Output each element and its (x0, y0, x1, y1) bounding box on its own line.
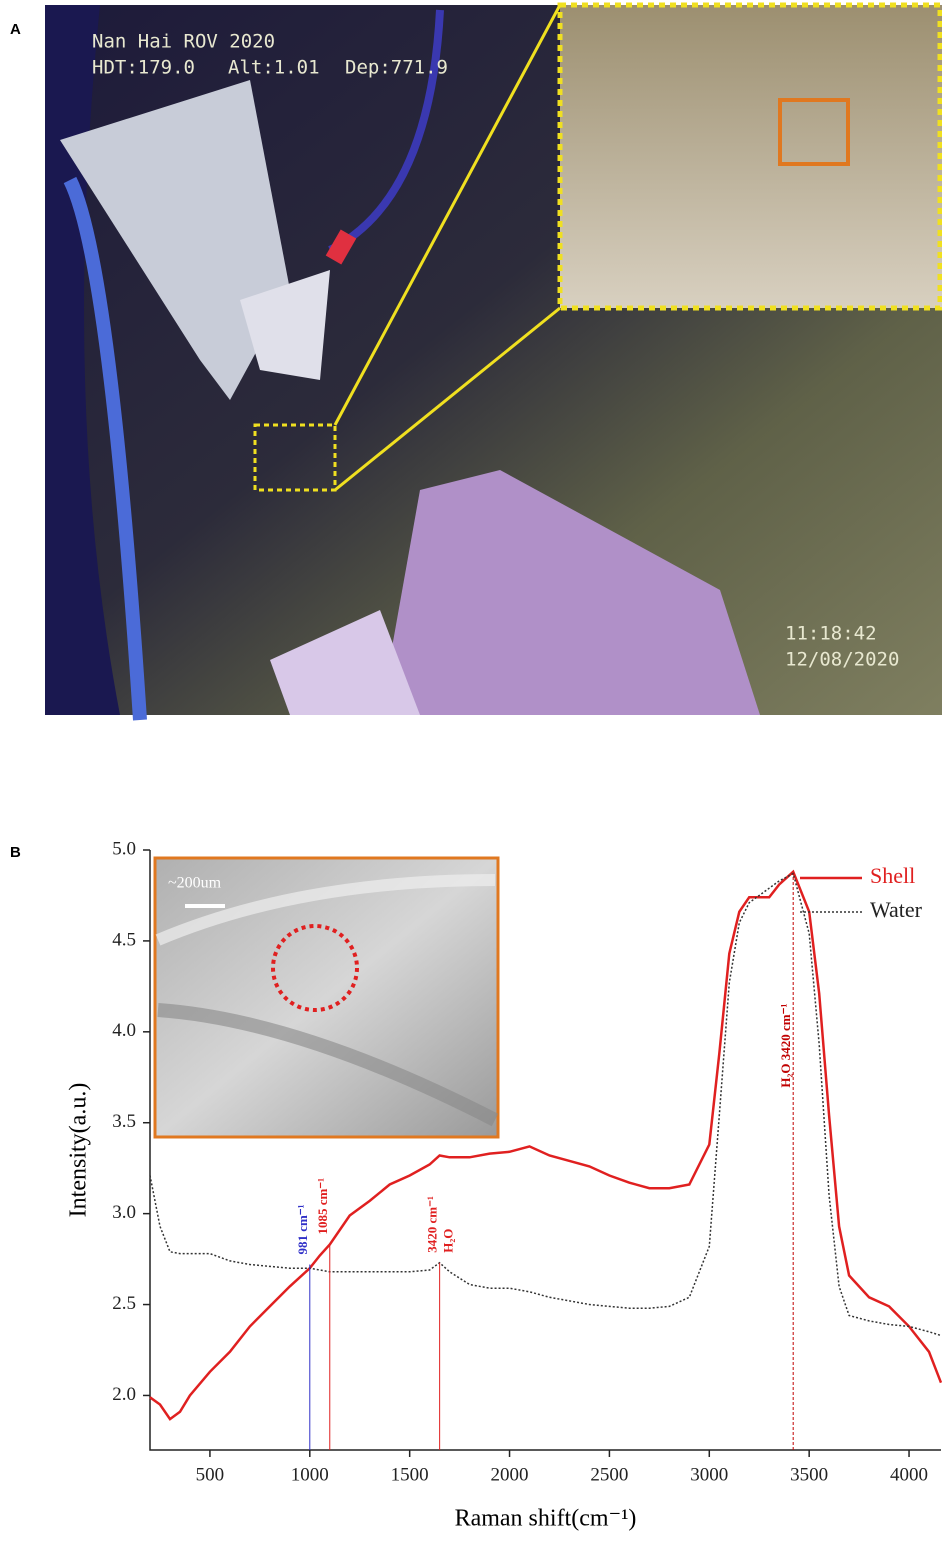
x-tick-label: 1000 (291, 1464, 329, 1485)
overlay-text: HDT:179.0 (92, 57, 195, 79)
panel-label: B (10, 844, 21, 861)
marker-label: 981 cm⁻¹ (295, 1204, 310, 1254)
y-tick-label: 2.0 (112, 1384, 136, 1405)
y-tick-label: 3.5 (112, 1111, 136, 1132)
marker-label: H₂O 3420 cm⁻¹ (778, 1004, 793, 1088)
x-tick-label: 1500 (391, 1464, 429, 1485)
y-tick-label: 3.0 (112, 1202, 136, 1223)
overlay-text: 12/08/2020 (785, 649, 899, 671)
y-tick-label: 4.5 (112, 929, 136, 950)
x-tick-label: 2000 (491, 1464, 529, 1485)
photo: Nan Hai ROV 2020 HDT:179.0 Alt:1.01 Dep:… (45, 5, 942, 720)
overlay-text: 11:18:42 (785, 623, 877, 645)
overlay-text: Dep:771.9 (345, 57, 448, 79)
x-tick-label: 500 (196, 1464, 225, 1485)
x-tick-label: 2500 (590, 1464, 628, 1485)
x-tick-label: 4000 (890, 1464, 928, 1485)
legend-label: Water (870, 897, 923, 922)
marker-label: H₂O (441, 1229, 456, 1253)
x-tick-label: 3000 (690, 1464, 728, 1485)
panel-label: A (10, 21, 21, 38)
legend-label: Shell (870, 863, 915, 888)
x-tick-label: 3500 (790, 1464, 828, 1485)
scale-label: ~200um (168, 875, 222, 892)
y-tick-label: 5.0 (112, 838, 136, 859)
y-tick-label: 4.0 (112, 1020, 136, 1041)
x-axis-title: Raman shift(cm⁻¹) (455, 1506, 637, 1532)
marker-label: 3420 cm⁻¹ (425, 1196, 440, 1253)
y-axis-title: Intensity(a.u.) (66, 1083, 92, 1218)
figure: A B Nan Hai ROV 2020 HDT:179.0 Alt:1.01 … (0, 0, 942, 1538)
inset: ~200um (155, 858, 498, 1137)
overlay-text: Alt:1.01 (228, 57, 320, 79)
marker-label: 1085 cm⁻¹ (315, 1178, 330, 1235)
overlay-text: Nan Hai ROV 2020 (92, 31, 275, 53)
y-tick-label: 2.5 (112, 1293, 136, 1314)
